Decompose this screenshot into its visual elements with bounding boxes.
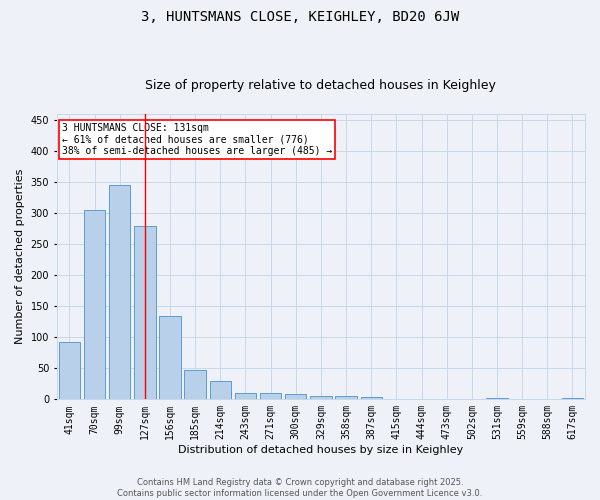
Bar	[209, 380, 231, 400]
Bar	[160, 316, 181, 400]
Title: Size of property relative to detached houses in Keighley: Size of property relative to detached ho…	[145, 79, 496, 92]
Bar	[335, 396, 357, 400]
Bar	[84, 210, 105, 400]
Bar	[260, 393, 281, 400]
Text: 3 HUNTSMANS CLOSE: 131sqm
← 61% of detached houses are smaller (776)
38% of semi: 3 HUNTSMANS CLOSE: 131sqm ← 61% of detac…	[62, 122, 332, 156]
Bar	[134, 226, 155, 400]
Bar	[411, 398, 432, 400]
Text: Contains HM Land Registry data © Crown copyright and database right 2025.
Contai: Contains HM Land Registry data © Crown c…	[118, 478, 482, 498]
Bar	[386, 398, 407, 400]
Bar	[562, 398, 583, 400]
Bar	[184, 370, 206, 400]
Y-axis label: Number of detached properties: Number of detached properties	[15, 169, 25, 344]
Bar	[285, 394, 307, 400]
Bar	[436, 398, 457, 400]
Bar	[109, 186, 130, 400]
Bar	[310, 396, 332, 400]
Bar	[59, 342, 80, 400]
Text: 3, HUNTSMANS CLOSE, KEIGHLEY, BD20 6JW: 3, HUNTSMANS CLOSE, KEIGHLEY, BD20 6JW	[141, 10, 459, 24]
Bar	[361, 398, 382, 400]
Bar	[486, 398, 508, 400]
Bar	[235, 393, 256, 400]
X-axis label: Distribution of detached houses by size in Keighley: Distribution of detached houses by size …	[178, 445, 464, 455]
